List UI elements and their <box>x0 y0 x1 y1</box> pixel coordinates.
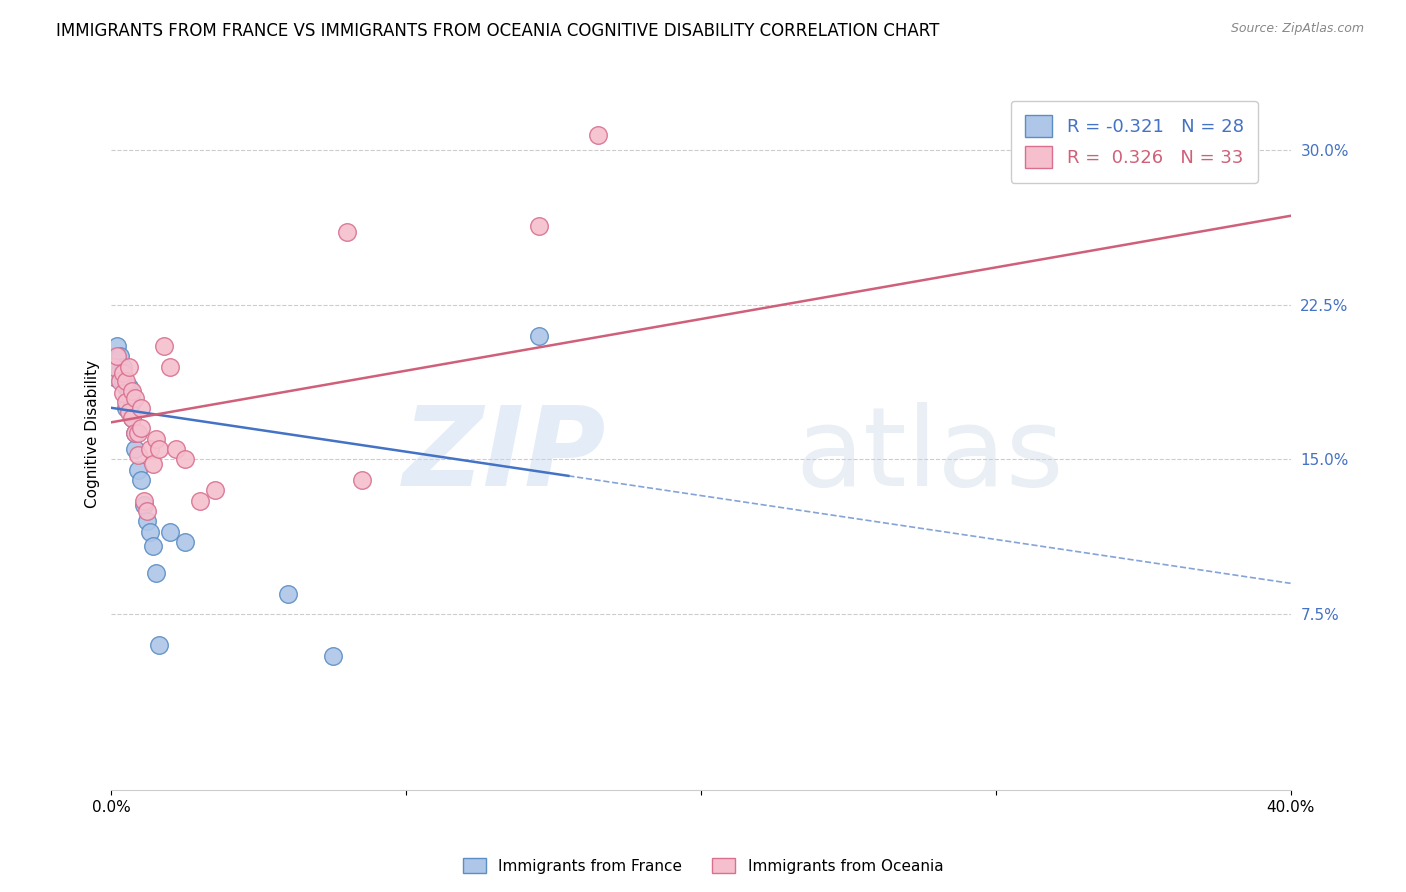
Point <box>118 386 141 401</box>
Point <box>350 473 373 487</box>
Point <box>321 648 343 663</box>
Point <box>110 374 132 388</box>
Point <box>118 380 141 394</box>
Legend: Immigrants from France, Immigrants from Oceania: Immigrants from France, Immigrants from … <box>457 852 949 880</box>
Point <box>124 442 146 457</box>
Point <box>103 359 125 374</box>
Text: ZIP: ZIP <box>404 401 606 508</box>
Point <box>118 405 141 419</box>
Point <box>121 411 143 425</box>
Point <box>112 359 135 374</box>
Point <box>188 493 211 508</box>
Text: Source: ZipAtlas.com: Source: ZipAtlas.com <box>1230 22 1364 36</box>
Point <box>145 566 167 580</box>
Point <box>127 463 149 477</box>
Point <box>138 442 160 457</box>
Point <box>527 219 550 233</box>
Point <box>174 452 197 467</box>
Point <box>129 421 152 435</box>
Point <box>121 394 143 409</box>
Point <box>135 504 157 518</box>
Point <box>121 411 143 425</box>
Point <box>110 364 132 378</box>
Point <box>115 394 138 409</box>
Point <box>127 425 149 440</box>
Point <box>118 359 141 374</box>
Point <box>145 432 167 446</box>
Text: IMMIGRANTS FROM FRANCE VS IMMIGRANTS FROM OCEANIA COGNITIVE DISABILITY CORRELATI: IMMIGRANTS FROM FRANCE VS IMMIGRANTS FRO… <box>56 22 939 40</box>
Point <box>159 524 181 539</box>
Point <box>142 539 165 553</box>
Point <box>129 473 152 487</box>
Point <box>527 328 550 343</box>
Point <box>112 366 135 380</box>
Point <box>115 401 138 415</box>
Point <box>165 442 187 457</box>
Point <box>277 587 299 601</box>
Point <box>115 374 138 388</box>
Point <box>159 359 181 374</box>
Point <box>112 386 135 401</box>
Point <box>153 339 176 353</box>
Point <box>127 448 149 462</box>
Point <box>121 384 143 399</box>
Point <box>174 535 197 549</box>
Point <box>112 374 135 388</box>
Point <box>103 369 125 384</box>
Point <box>124 391 146 405</box>
Point <box>148 638 170 652</box>
Point <box>124 425 146 440</box>
Legend: R = -0.321   N = 28, R =  0.326   N = 33: R = -0.321 N = 28, R = 0.326 N = 33 <box>1011 101 1258 183</box>
Point <box>105 349 128 363</box>
Point <box>105 359 128 374</box>
Point <box>336 225 359 239</box>
Point <box>142 457 165 471</box>
Y-axis label: Cognitive Disability: Cognitive Disability <box>86 359 100 508</box>
Point <box>124 425 146 440</box>
Point <box>129 401 152 415</box>
Point <box>204 483 226 498</box>
Text: atlas: atlas <box>796 401 1064 508</box>
Point <box>586 128 609 143</box>
Point <box>135 515 157 529</box>
Point <box>132 498 155 512</box>
Point <box>110 349 132 363</box>
Point <box>115 380 138 394</box>
Point <box>132 493 155 508</box>
Point <box>148 442 170 457</box>
Point <box>105 339 128 353</box>
Point <box>138 524 160 539</box>
